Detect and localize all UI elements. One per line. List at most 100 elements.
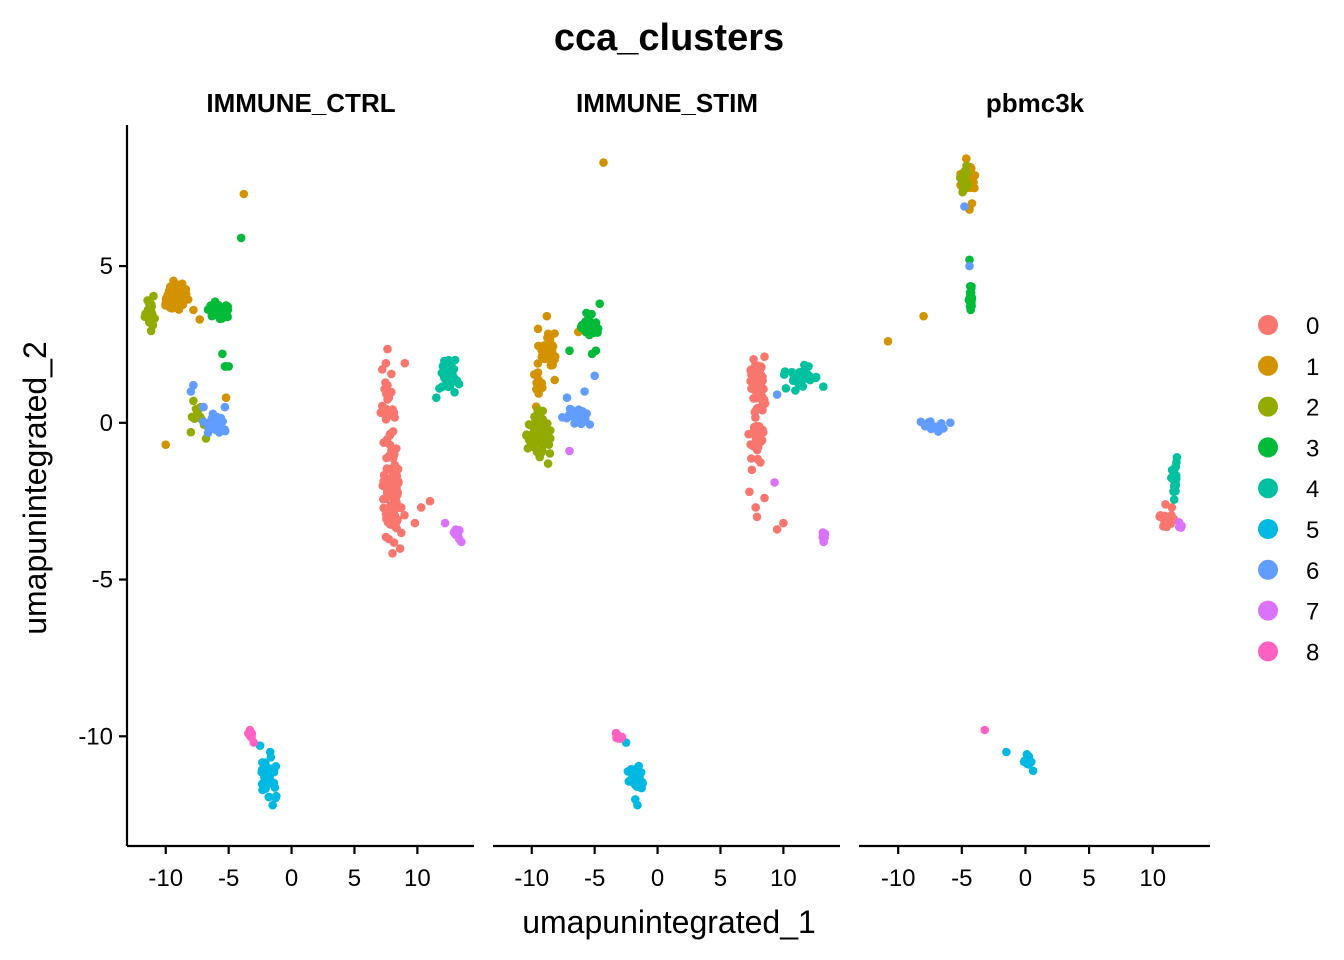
facet-label: IMMUNE_STIM [576,88,758,118]
point-cluster-3 [565,346,574,356]
point-cluster-0 [383,344,392,354]
point-cluster-0 [760,352,769,362]
point-cluster-3 [212,310,222,320]
point-cluster-2 [149,291,158,301]
point-cluster-4 [1169,495,1179,504]
point-cluster-5 [267,765,276,775]
point-cluster-0 [772,525,782,534]
point-cluster-0 [390,511,400,520]
point-cluster-4 [445,381,455,391]
x-tick-label: 10 [1139,865,1166,892]
point-cluster-7 [451,528,461,538]
legend-label: 7 [1306,599,1319,626]
point-cluster-0 [378,401,387,411]
x-tick-label: 0 [1019,865,1032,892]
point-cluster-1 [172,281,182,290]
point-cluster-0 [752,388,762,398]
point-cluster-6 [216,413,225,423]
facet-label: IMMUNE_CTRL [206,88,395,118]
point-cluster-8 [980,725,989,735]
point-cluster-6 [565,404,575,414]
point-cluster-1 [167,304,177,313]
point-cluster-0 [378,481,388,491]
legend-swatch [1258,315,1278,335]
x-tick-label: 10 [404,865,431,892]
point-cluster-2 [186,427,196,437]
point-cluster-4 [450,388,459,397]
facet-panels: IMMUNE_CTRL -10 -5 0 5 10 IMMUNE_STIM -10 -5 0 5 10… [127,88,1210,892]
legend-item-7: 7 [1258,599,1319,626]
point-cluster-1 [546,361,556,370]
point-cluster-7 [1175,522,1184,532]
point-cluster-0 [377,365,387,374]
legend-swatch [1258,478,1278,499]
point-cluster-2 [189,396,198,406]
point-cluster-2 [143,296,152,305]
point-cluster-6 [567,411,577,421]
legend-label: 8 [1306,639,1319,666]
x-tick-label: 5 [348,865,361,892]
point-cluster-0 [751,407,760,416]
point-cluster-8 [249,738,259,747]
point-cluster-4 [779,370,789,379]
x-tick-label: 0 [651,865,664,892]
point-cluster-1 [221,393,231,403]
point-cluster-4 [1169,482,1179,491]
panel-pbmc3k: pbmc3k -10 -5 0 5 10 [859,88,1210,892]
point-cluster-5 [269,778,279,788]
point-cluster-4 [440,373,449,382]
point-cluster-0 [1162,522,1171,532]
point-cluster-4 [440,356,449,366]
point-cluster-4 [450,355,460,365]
y-tick-label: -10 [78,723,113,750]
point-cluster-6 [186,387,196,396]
legend-swatch [1258,559,1278,580]
point-cluster-0 [382,453,391,463]
point-cluster-0 [388,454,398,463]
point-cluster-0 [1167,513,1177,523]
point-cluster-8 [247,728,256,738]
legend-swatch [1258,437,1278,458]
legend-label: 6 [1306,558,1319,585]
point-cluster-1 [533,359,543,368]
point-cluster-0 [389,519,398,529]
point-cluster-6 [590,371,599,381]
x-tick-label: -5 [951,865,972,892]
point-cluster-0 [1157,511,1166,521]
point-cluster-3 [576,322,586,332]
y-axis: -10 -5 0 5 [78,125,129,846]
point-cluster-0 [395,544,405,553]
point-cluster-0 [388,405,397,414]
point-cluster-1 [599,158,608,167]
legend-label: 1 [1306,354,1319,381]
point-cluster-3 [966,305,975,315]
point-cluster-0 [779,518,788,528]
point-cluster-0 [754,361,763,371]
chart-title: cca_clusters [554,17,784,59]
point-cluster-5 [268,800,278,810]
point-cluster-2 [522,430,531,439]
point-cluster-1 [883,337,893,346]
point-cluster-0 [759,384,768,394]
legend-item-6: 6 [1258,558,1319,585]
point-cluster-2 [545,449,555,458]
point-cluster-0 [747,454,756,463]
point-cluster-2 [532,426,542,436]
points [140,189,466,810]
panel-immune-stim: IMMUNE_STIM -10 -5 0 5 10 [493,88,840,892]
point-cluster-0 [381,532,391,542]
point-cluster-5 [271,793,281,803]
point-cluster-0 [751,503,760,512]
point-cluster-0 [1167,503,1177,512]
point-cluster-7 [565,446,574,456]
point-cluster-1 [165,291,175,301]
point-cluster-3 [221,304,230,314]
point-cluster-0 [758,394,768,404]
point-cluster-0 [758,405,767,415]
point-cluster-7 [819,537,828,547]
point-cluster-5 [623,767,633,776]
point-cluster-3 [966,297,975,307]
point-cluster-6 [562,393,572,403]
point-cluster-5 [637,777,647,787]
